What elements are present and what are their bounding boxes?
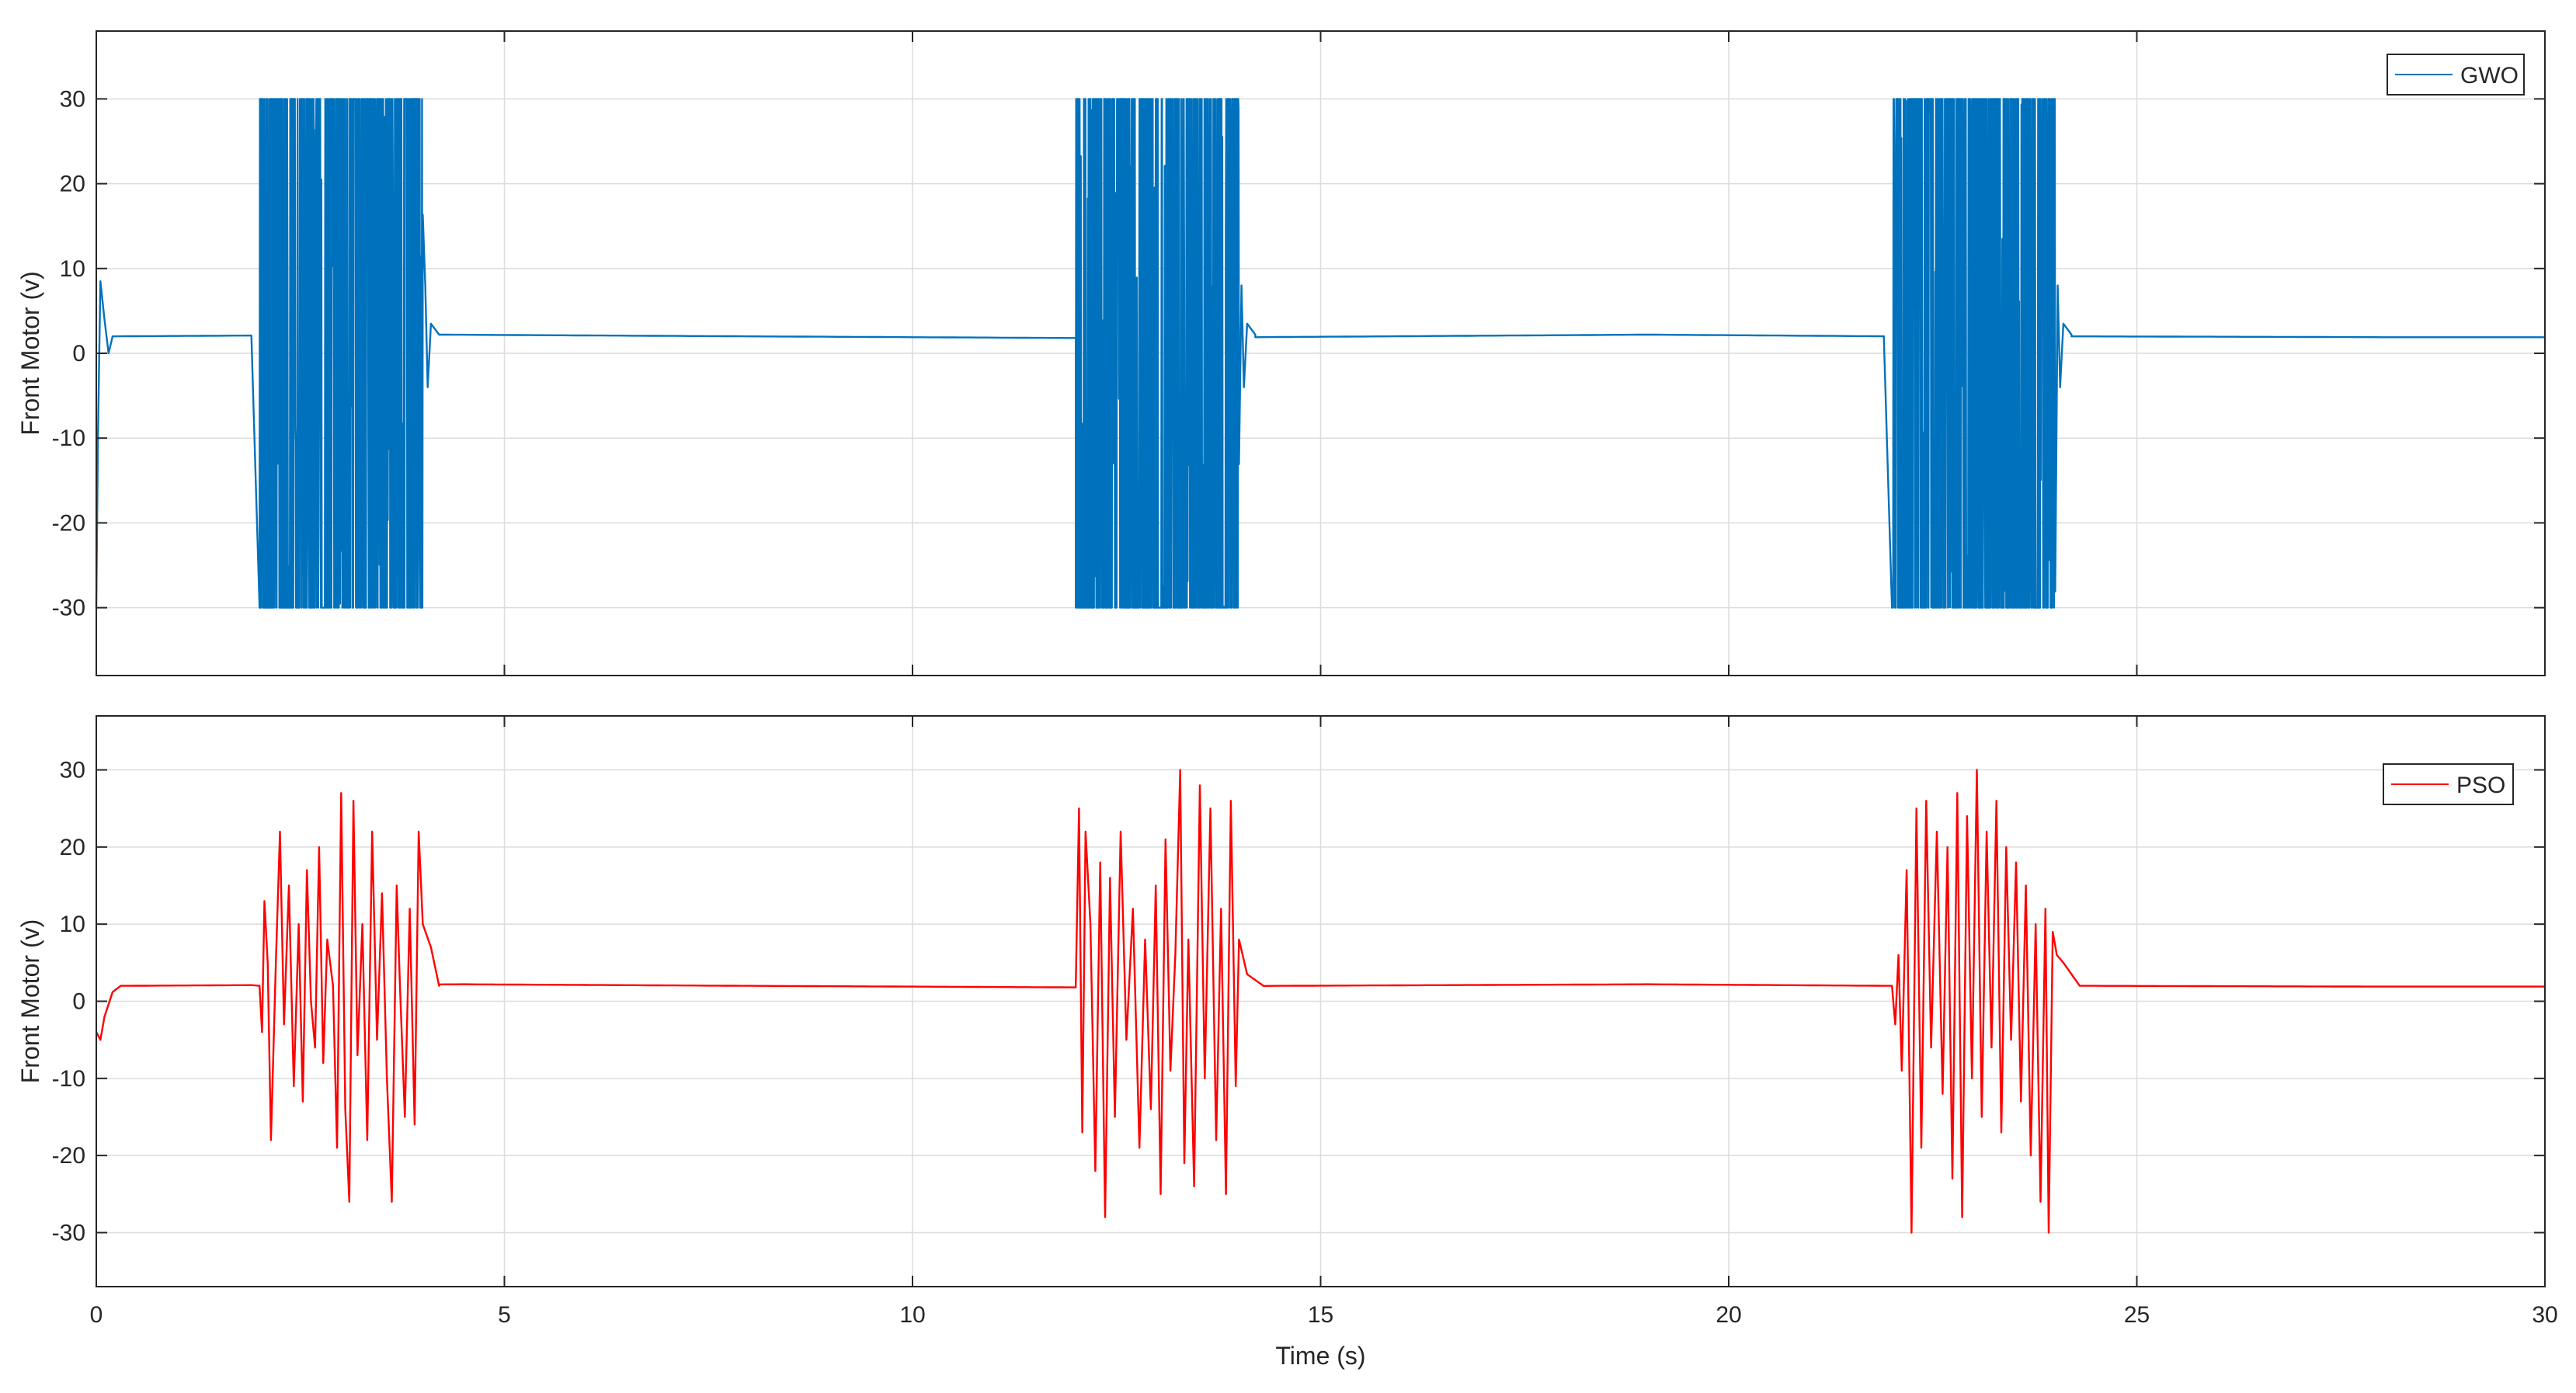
gwo-series (95, 98, 2545, 609)
gwo-legend: GWO (2387, 54, 2525, 96)
pso-x-axis-label: Time (s) (1275, 1342, 1365, 1370)
pso-y-tick-label: -20 (52, 1143, 85, 1169)
pso-legend: PSO (2383, 763, 2514, 805)
pso-y-tick-label: -30 (52, 1220, 85, 1245)
pso-x-tick-labels: 0 5 10 15 20 25 30 (90, 1302, 2558, 1328)
gwo-y-tick-label: -10 (52, 426, 85, 451)
pso-ticks (96, 716, 2546, 1287)
pso-x-tick-label: 25 (2124, 1302, 2150, 1328)
gwo-ticks (96, 31, 2546, 676)
pso-x-tick-label: 10 (899, 1302, 925, 1328)
pso-grid (96, 716, 2545, 1287)
pso-y-tick-label: 10 (60, 912, 85, 937)
gwo-y-tick-label: 0 (72, 341, 85, 366)
gwo-y-tick-labels: -30 -20 -10 0 10 20 30 (52, 86, 85, 620)
pso-x-tick-label: 15 (1308, 1302, 1333, 1328)
pso-x-tick-label: 20 (1716, 1302, 1741, 1328)
pso-y-tick-label: 30 (60, 758, 85, 783)
pso-y-axis-label: Front Motor (v) (16, 919, 44, 1084)
gwo-y-tick-label: -20 (52, 510, 85, 536)
gwo-y-tick-label: -30 (52, 596, 85, 621)
pso-series-line (95, 769, 2545, 1234)
gwo-y-tick-label: 10 (60, 256, 85, 282)
gwo-y-tick-label: 30 (60, 86, 85, 112)
pso-series (95, 769, 2545, 1234)
gwo-y-axis-label: Front Motor (v) (16, 271, 44, 436)
pso-legend-label: PSO (2456, 773, 2505, 798)
pso-y-tick-label: -10 (52, 1066, 85, 1092)
pso-x-tick-label: 5 (498, 1302, 511, 1328)
pso-y-tick-labels: -30 -20 -10 0 10 20 30 (52, 758, 85, 1246)
pso-y-tick-label: 20 (60, 835, 85, 860)
gwo-grid (96, 31, 2545, 676)
pso-x-tick-label: 0 (90, 1302, 103, 1328)
pso-x-tick-label: 30 (2532, 1302, 2557, 1328)
gwo-y-tick-label: 20 (60, 172, 85, 197)
gwo-series-line (95, 98, 2545, 609)
pso-y-tick-label: 0 (72, 989, 85, 1015)
pso-panel: -30 -20 -10 0 10 20 30 0 5 10 15 20 25 30 Front Moto… (16, 715, 2558, 1370)
gwo-legend-label: GWO (2460, 63, 2519, 89)
gwo-panel: -30 -20 -10 0 10 20 30 Front Motor (v) GWO (16, 30, 2546, 676)
